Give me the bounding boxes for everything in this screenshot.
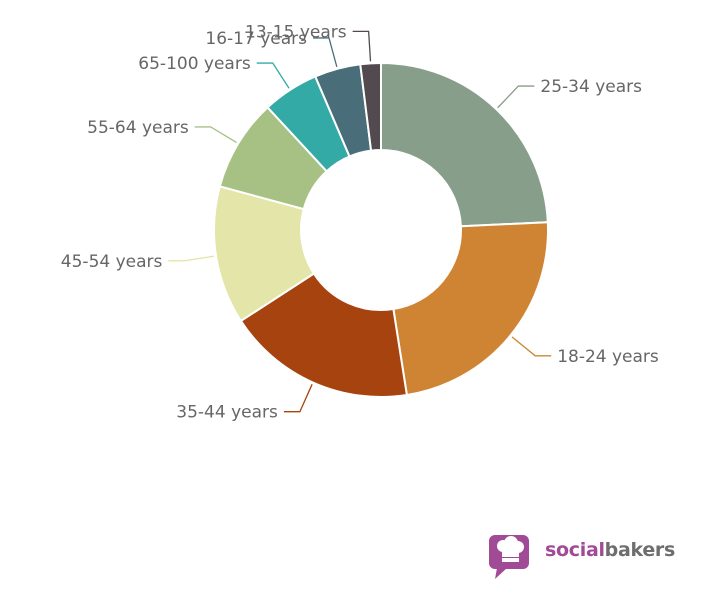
leader-line-45-54-years (168, 255, 215, 262)
leader-line-35-44-years (283, 384, 313, 413)
label-18-24-years: 18-24 years (557, 347, 659, 367)
leader-line-25-34-years (497, 85, 535, 109)
label-55-64-years: 55-64 years (87, 118, 189, 138)
leader-line-18-24-years (511, 336, 552, 357)
brand-name: socialbakers (545, 539, 675, 561)
brand-name-part2: bakers (604, 539, 676, 561)
leader-line-65-100-years (256, 62, 290, 89)
slice-25-34-years (380, 61, 549, 228)
leader-line-16-17-years (312, 37, 338, 68)
leader-line-55-64-years (194, 126, 237, 144)
label-45-54-years: 45-54 years (61, 252, 163, 272)
slice-35-44-years (239, 272, 409, 398)
brand-name-part1: social (545, 539, 605, 561)
label-65-100-years: 65-100 years (138, 54, 251, 74)
socialbakers-logo: socialbakers (487, 531, 707, 587)
label-13-15-years: 13-15 years (245, 22, 347, 42)
leader-line-13-15-years (352, 30, 372, 62)
donut-slices (213, 61, 549, 398)
label-35-44-years: 35-44 years (176, 403, 278, 423)
label-16-17-years: 16-17 years (205, 29, 307, 49)
slice-18-24-years (392, 221, 549, 397)
label-25-34-years: 25-34 years (540, 77, 642, 97)
slice-13-15-years (359, 61, 382, 152)
chef-hat-speech-bubble-icon (489, 535, 529, 579)
slice-labels: 25-34 years 18-24 years 35-44 years 45-54 y… (61, 22, 659, 422)
leader-lines (168, 30, 552, 413)
